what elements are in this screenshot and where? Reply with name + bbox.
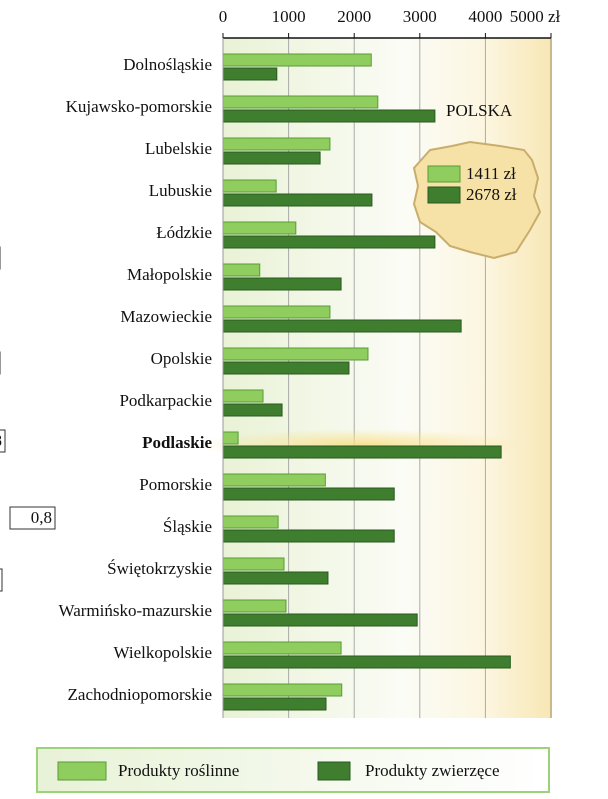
bar	[222, 515, 279, 529]
bar	[222, 655, 511, 669]
bar	[222, 319, 462, 333]
legend-label: Produkty roślinne	[118, 761, 239, 780]
x-tick-label: 5000 zł	[510, 7, 561, 26]
category-label: Małopolskie	[127, 265, 212, 284]
bar	[222, 137, 331, 151]
bar	[222, 221, 297, 235]
legend-box	[36, 747, 550, 793]
inset-value: 2678 zł	[466, 185, 517, 204]
category-label: Świętokrzyskie	[107, 559, 212, 578]
category-label: Pomorskie	[139, 475, 212, 494]
x-tick-label: 1000	[272, 7, 306, 26]
x-tick-label: 2000	[337, 7, 371, 26]
x-tick-label: 3000	[403, 7, 437, 26]
bar	[222, 389, 264, 403]
x-tick-label: 0	[219, 7, 228, 26]
bar	[222, 347, 369, 361]
bar	[222, 53, 372, 67]
x-tick-label: 4000	[468, 7, 502, 26]
legend-label: Produkty zwierzęce	[365, 761, 500, 780]
category-label: Śląskie	[163, 517, 212, 536]
legend-swatch	[317, 761, 351, 781]
bar	[222, 67, 278, 81]
bar	[222, 613, 418, 627]
category-label: Lubuskie	[149, 181, 212, 200]
inset-value: 1411 zł	[466, 164, 516, 183]
bar	[222, 445, 502, 459]
bar	[222, 109, 436, 123]
bar	[222, 487, 395, 501]
category-label: Mazowieckie	[120, 307, 212, 326]
category-label: Łódzkie	[156, 223, 212, 242]
category-label: Dolnośląskie	[123, 55, 212, 74]
bar	[222, 263, 261, 277]
bar	[222, 641, 342, 655]
inset-swatch	[427, 165, 461, 183]
bar	[222, 277, 342, 291]
bar	[222, 599, 287, 613]
bar	[222, 403, 283, 417]
bar	[222, 529, 395, 543]
bar	[222, 697, 327, 711]
category-label: Opolskie	[151, 349, 212, 368]
bar	[222, 431, 239, 445]
bar	[222, 151, 321, 165]
category-label: Lubelskie	[145, 139, 212, 158]
category-label: Podkarpackie	[119, 391, 212, 410]
category-label: Kujawsko-pomorskie	[66, 97, 212, 116]
bar	[222, 557, 285, 571]
bar	[222, 235, 436, 249]
side-label: 0,8	[31, 508, 52, 527]
side-box	[0, 568, 3, 592]
category-label: Zachodniopomorskie	[68, 685, 212, 704]
bar	[222, 179, 277, 193]
inset-swatch	[427, 186, 461, 204]
side-label: ,8	[0, 431, 2, 450]
bar	[222, 361, 350, 375]
side-box	[9, 506, 56, 530]
bar	[222, 95, 379, 109]
bar	[222, 193, 373, 207]
side-box	[0, 429, 6, 453]
category-label: Podlaskie	[142, 433, 212, 452]
bar	[222, 571, 329, 585]
category-label: Wielkopolskie	[114, 643, 212, 662]
inset-title: POLSKA	[446, 101, 513, 120]
bar	[222, 683, 343, 697]
category-label: Warmińsko-mazurskie	[59, 601, 212, 620]
legend-swatch	[57, 761, 107, 781]
bar	[222, 473, 326, 487]
bar	[222, 305, 331, 319]
